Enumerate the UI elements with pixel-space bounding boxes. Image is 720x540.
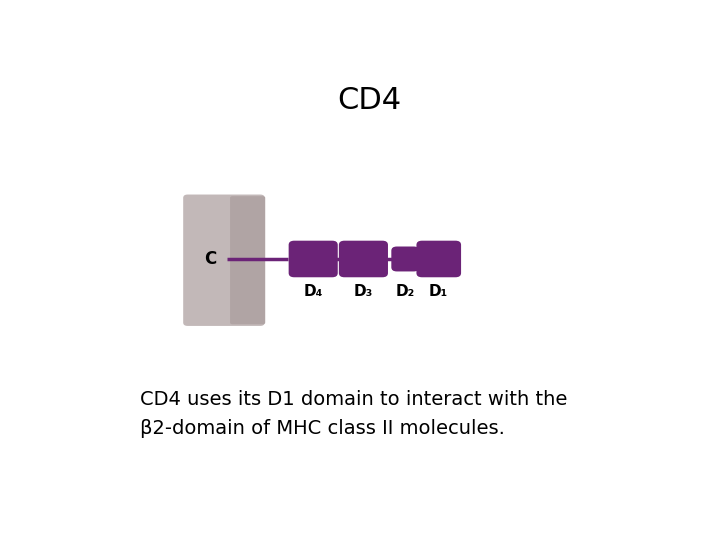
Text: C: C [204, 250, 216, 268]
Text: D₁: D₁ [429, 284, 449, 299]
Text: D₄: D₄ [304, 284, 323, 299]
FancyBboxPatch shape [183, 194, 265, 326]
Text: D₃: D₃ [354, 284, 373, 299]
Text: CD4: CD4 [337, 85, 401, 114]
FancyBboxPatch shape [289, 241, 338, 277]
Text: D₂: D₂ [396, 284, 415, 299]
FancyBboxPatch shape [230, 196, 265, 324]
FancyBboxPatch shape [339, 241, 388, 277]
Text: β2-domain of MHC class II molecules.: β2-domain of MHC class II molecules. [140, 419, 505, 438]
FancyBboxPatch shape [416, 241, 461, 277]
FancyBboxPatch shape [392, 246, 419, 272]
Text: CD4 uses its D1 domain to interact with the: CD4 uses its D1 domain to interact with … [140, 390, 567, 409]
